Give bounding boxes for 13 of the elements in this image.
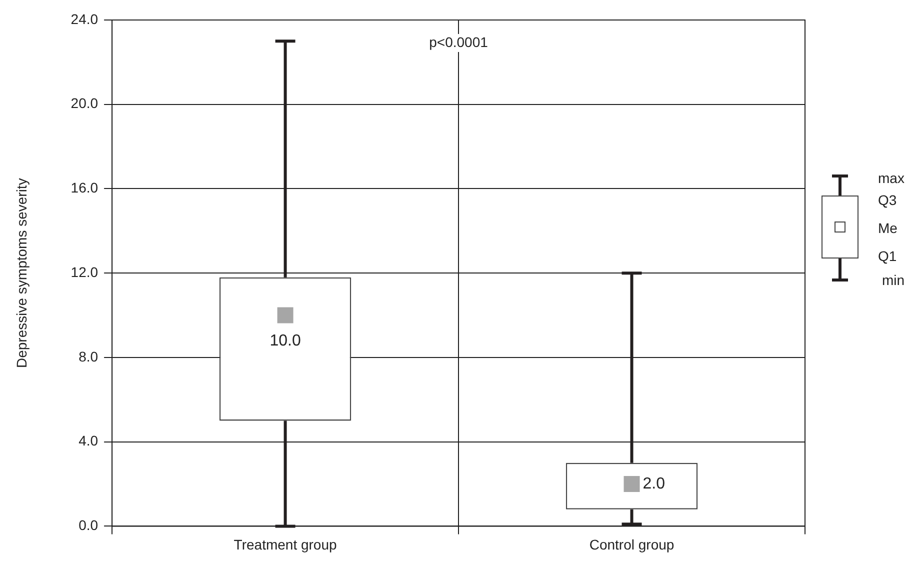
y-tick-label: 24.0 (70, 10, 98, 27)
x-tick-label: Treatment group (234, 536, 337, 552)
y-tick-label: 0.0 (78, 517, 98, 534)
annotation: p<0.0001 (429, 34, 488, 50)
y-tick-label: 4.0 (78, 432, 98, 449)
text: 10.0 (270, 332, 301, 350)
text: 2.0 (642, 475, 666, 492)
y-tick-label: 8.0 (78, 348, 98, 364)
y-tick-label: 20.0 (70, 95, 98, 112)
x-tick-label: Control group (589, 536, 674, 552)
y-axis-title: Depressive symptoms severity (13, 178, 30, 368)
y-tick-label: 16.0 (70, 180, 98, 196)
y-tick-label: 12.0 (70, 264, 98, 280)
